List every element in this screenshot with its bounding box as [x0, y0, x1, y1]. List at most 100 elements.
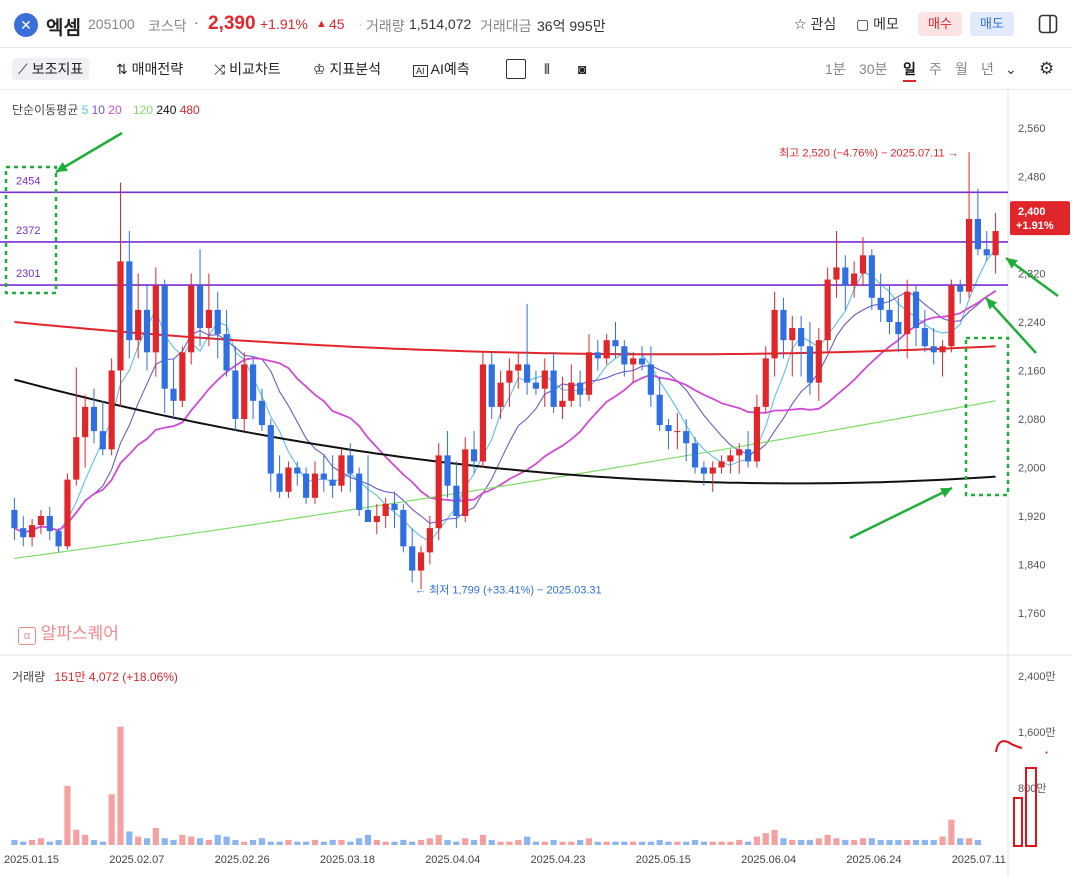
volume-bar: [373, 839, 380, 845]
candle-body: [585, 352, 593, 395]
volume-bar: [647, 841, 654, 845]
candle-body: [258, 400, 266, 426]
strategy-label: 매매전략: [131, 61, 184, 77]
volume-legend-label: 거래량: [12, 670, 46, 684]
candle-body: [515, 364, 522, 371]
sell-button[interactable]: 매도: [970, 12, 1014, 36]
candle-body: [877, 297, 884, 310]
candle-body: [948, 285, 955, 347]
green-dashed-box: [4, 165, 58, 295]
x-tick-label: 2025.01.15: [4, 854, 59, 866]
volume-bar: [683, 841, 690, 845]
candle-body: [64, 479, 71, 547]
candle-body: [691, 443, 699, 468]
volume-bar: [135, 836, 142, 845]
candle-body: [20, 528, 27, 538]
candle-body: [435, 455, 442, 529]
candle-body: [117, 261, 124, 371]
ai-predict-button[interactable]: AI AI예측: [413, 58, 470, 80]
candle-body: [285, 467, 292, 492]
volume-bar: [948, 819, 955, 845]
indicator-icon: ⟋: [18, 61, 28, 77]
volume-bar: [524, 836, 531, 845]
candle-body: [497, 382, 504, 407]
ma-legend-240: 240: [153, 103, 177, 117]
ma-legend-480: 480: [176, 103, 200, 117]
volume-bar: [497, 841, 504, 845]
volume-bar: [391, 841, 398, 845]
current-price-tag-value: 2,400: [1018, 206, 1046, 218]
ma-480-line: [14, 321, 996, 356]
gear-icon[interactable]: ⚙: [1039, 59, 1055, 78]
candle-body: [55, 531, 62, 547]
current-price: 2,390: [208, 13, 256, 34]
volume-bar: [126, 831, 133, 845]
strategy-icon: ⇅: [116, 61, 128, 77]
volume-bar: [37, 838, 45, 845]
period-month[interactable]: 월: [955, 61, 968, 77]
square-tool-icon[interactable]: [506, 59, 526, 79]
memo-button[interactable]: ▢ 메모: [856, 12, 899, 36]
candle-body: [223, 334, 230, 371]
sidebar-toggle-icon[interactable]: [1038, 14, 1058, 34]
volume-bar: [868, 838, 875, 845]
volume-bar: [842, 839, 849, 845]
candle-body: [329, 479, 336, 486]
y-tick-label: 2,240: [1018, 317, 1046, 329]
volume-bar: [895, 839, 902, 845]
candle-body: [957, 285, 964, 292]
volume-bar: [453, 841, 460, 845]
volume-bar: [20, 841, 27, 845]
volume-bar: [73, 829, 80, 845]
volume-bar: [939, 836, 946, 845]
compare-icon: ⤨: [214, 61, 226, 77]
candle-body: [90, 406, 98, 432]
period-1min[interactable]: 1분: [825, 61, 846, 77]
volume-legend: 거래량 151만 4,072 (+18.06%): [12, 668, 178, 685]
red-scribble: [995, 740, 1048, 754]
buy-button[interactable]: 매수: [918, 12, 962, 36]
volume-bar: [170, 839, 177, 845]
period-30min[interactable]: 30분: [859, 61, 888, 77]
chevron-down-icon[interactable]: ⌄: [1005, 61, 1017, 77]
candle-type-icon[interactable]: ⫴: [544, 61, 550, 77]
market-label: 코스닥: [148, 18, 187, 34]
watch-button[interactable]: ☆ 관심: [794, 12, 836, 36]
candle-body: [789, 328, 796, 341]
period-day[interactable]: 일: [903, 58, 916, 82]
volume-tick-label: 1,600만: [1018, 726, 1056, 739]
period-year[interactable]: 년: [981, 61, 994, 77]
volume-bar: [621, 841, 628, 845]
analysis-button[interactable]: ♔ 지표분석: [313, 58, 381, 80]
candle-body: [983, 249, 990, 256]
price-chart[interactable]: 2,5602,4802,4002,3202,2402,1602,0802,000…: [0, 90, 1072, 877]
candle-body: [550, 370, 557, 407]
candle-body: [815, 340, 822, 383]
candle-body: [974, 218, 981, 250]
indicator-button[interactable]: ⟋ 보조지표: [12, 58, 90, 80]
candle-body: [833, 267, 840, 280]
y-tick-label: 2,000: [1018, 463, 1046, 475]
candle-body: [29, 525, 36, 538]
candle-body: [453, 485, 460, 516]
strategy-button[interactable]: ⇅ 매매전략: [116, 58, 183, 80]
compare-label: 비교차트: [229, 61, 281, 77]
candle-body: [895, 322, 902, 335]
volume-bar: [700, 841, 707, 845]
volume-bar: [364, 834, 372, 845]
volume-bar: [400, 839, 407, 845]
candle-body: [665, 425, 672, 432]
volume-bar: [603, 841, 610, 845]
period-week[interactable]: 주: [929, 61, 942, 77]
red-box-annotation: [1013, 797, 1023, 847]
candle-body: [249, 364, 257, 401]
camera-icon[interactable]: ◙: [578, 61, 587, 77]
volume-bar: [356, 838, 363, 845]
candle-body: [188, 285, 195, 353]
candle-body: [930, 346, 937, 353]
low-annotation: ← 최저 1,799 (+33.41%) − 2025.03.31: [415, 583, 602, 596]
compare-button[interactable]: ⤨ 비교차트: [214, 58, 281, 80]
volume-bar: [347, 841, 354, 845]
candle-body: [718, 461, 725, 468]
ma-240-line: [14, 378, 996, 485]
